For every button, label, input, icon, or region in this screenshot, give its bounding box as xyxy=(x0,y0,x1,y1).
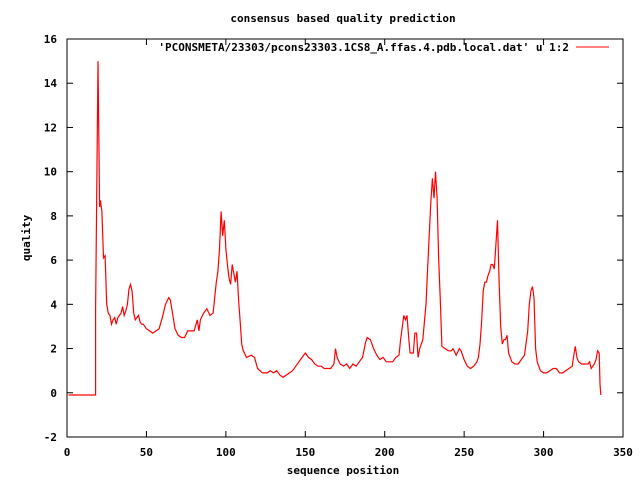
y-tick-label: 2 xyxy=(50,343,57,356)
y-tick-label: 0 xyxy=(50,387,57,400)
y-tick-label: 12 xyxy=(44,121,57,134)
y-tick-label: 6 xyxy=(50,254,57,267)
x-tick-label: 150 xyxy=(295,446,315,459)
x-tick-label: 250 xyxy=(454,446,474,459)
y-tick-label: 14 xyxy=(44,77,58,90)
x-tick-label: 300 xyxy=(534,446,554,459)
series-line xyxy=(68,61,602,396)
y-tick-label: -2 xyxy=(44,431,57,444)
x-tick-label: 100 xyxy=(216,446,236,459)
plot-frame xyxy=(66,38,624,438)
chart-title: consensus based quality prediction xyxy=(230,12,455,25)
x-tick-label: 0 xyxy=(64,446,71,459)
y-tick-label: 10 xyxy=(44,166,57,179)
y-tick-label: 4 xyxy=(50,298,57,311)
y-axis-label: quality xyxy=(20,214,33,261)
x-tick-label: 350 xyxy=(613,446,633,459)
y-tick-label: 8 xyxy=(50,210,57,223)
legend-label: 'PCONSMETA/23303/pcons23303.1CS8_A.ffas.… xyxy=(158,41,569,54)
x-tick-label: 50 xyxy=(140,446,153,459)
x-axis-label: sequence position xyxy=(287,464,400,477)
x-tick-label: 200 xyxy=(375,446,395,459)
y-tick-label: 16 xyxy=(44,33,58,46)
